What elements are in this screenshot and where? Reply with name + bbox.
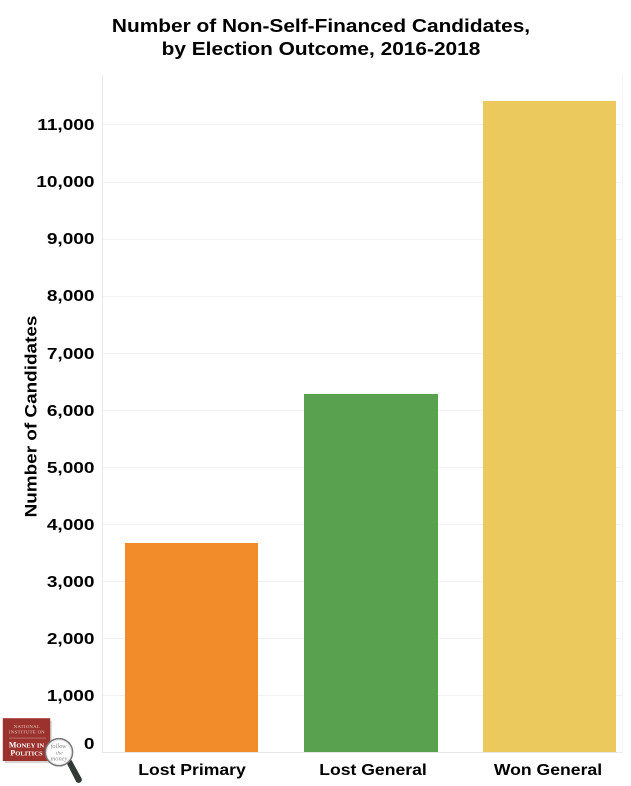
svg-text:POLITICS: POLITICS [10, 749, 43, 758]
svg-text:MONEY IN: MONEY IN [9, 740, 45, 749]
svg-text:follow: follow [51, 743, 68, 750]
svg-text:money: money [51, 756, 68, 763]
svg-text:NATIONAL: NATIONAL [14, 724, 40, 729]
svg-text:the: the [56, 751, 63, 757]
svg-text:INSTITUTE ON: INSTITUTE ON [9, 730, 45, 735]
